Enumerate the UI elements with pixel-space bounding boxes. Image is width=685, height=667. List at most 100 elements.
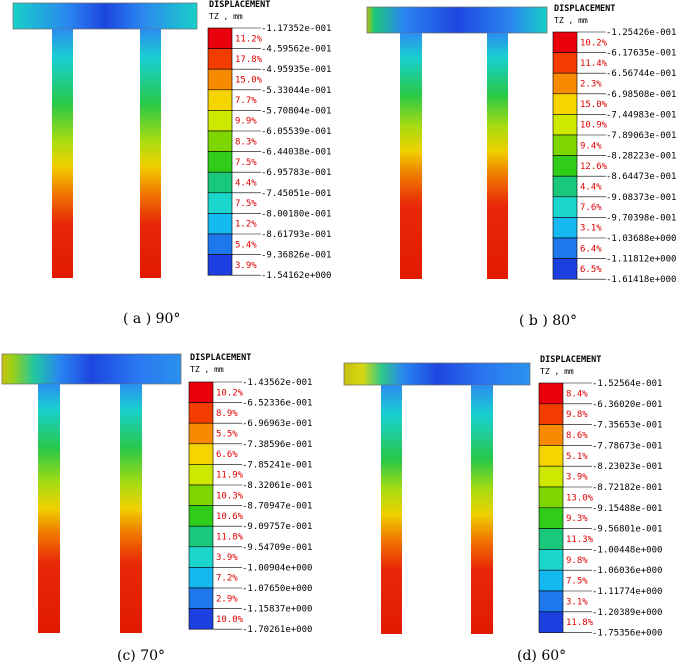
- legend-value: -9.56801e-001: [592, 525, 662, 535]
- legend-percent: 4.4%: [580, 183, 602, 193]
- left-column-a: [52, 29, 73, 278]
- legend-percent: 9.4%: [580, 141, 602, 151]
- legend-value: -1.75356e+000: [592, 629, 662, 639]
- legend-value: -6.52336e-001: [242, 399, 312, 409]
- legend-value: -6.05539e-001: [261, 127, 331, 137]
- caption-a: ( a ) 90°: [123, 311, 181, 327]
- legend-percent: 5.5%: [216, 430, 238, 440]
- legend-swatch: [207, 110, 233, 132]
- legend-percent: 8.6%: [566, 431, 588, 441]
- legend-value: -7.89063e-001: [606, 131, 676, 141]
- legend-value: -1.03688e+000: [606, 234, 676, 244]
- legend-swatch: [207, 254, 233, 276]
- legend-value: -6.95783e-001: [261, 168, 331, 178]
- legend-unit-b: TZ , mm: [554, 16, 588, 25]
- legend-percent: 11.8%: [566, 618, 594, 628]
- legend-b: 10.2% 11.4% 2.3% 15.0% 10.9% 9.4% 12.6% 4.4% 7.6…: [552, 28, 676, 285]
- legend-swatch: [552, 196, 578, 218]
- legend-value: -8.28223e-001: [606, 152, 676, 162]
- legend-swatch: [207, 89, 233, 111]
- legend-title-b: DISPLACEMENT: [554, 4, 616, 14]
- legend-percent: 8.9%: [216, 409, 238, 419]
- legend-value: -6.98508e-001: [606, 90, 676, 100]
- legend-swatch: [552, 258, 578, 280]
- legend-value: -9.09757e-001: [242, 522, 312, 532]
- legend-percent: 10.3%: [216, 491, 244, 501]
- legend-swatch: [538, 590, 564, 613]
- legend-percent: 6.6%: [216, 450, 238, 460]
- legend-value: -8.70947e-001: [242, 502, 312, 512]
- right-column-d: [471, 385, 493, 634]
- left-column-c: [38, 384, 60, 633]
- legend-percent: 15.0%: [580, 100, 608, 110]
- left-column-d: [381, 385, 402, 634]
- legend-percent: 3.1%: [566, 597, 588, 607]
- legend-value: -1.11774e+000: [592, 587, 662, 597]
- legend-percent: 4.4%: [235, 179, 257, 189]
- legend-value: -1.54162e+000: [261, 271, 331, 281]
- structure-figure-b: [366, 6, 548, 279]
- legend-percent: 13.0%: [566, 493, 594, 503]
- legend-value: -1.43562e-001: [242, 378, 312, 388]
- legend-swatch: [188, 402, 214, 424]
- legend-percent: 7.5%: [566, 577, 588, 587]
- legend-value: -5.70804e-001: [261, 106, 331, 116]
- legend-percent: 12.6%: [580, 162, 608, 172]
- legend-percent: 11.4%: [580, 59, 608, 69]
- legend-percent: 3.1%: [580, 224, 602, 234]
- legend-value: -1.61418e+000: [606, 275, 676, 285]
- legend-percent: 8.3%: [235, 137, 257, 147]
- caption-b: ( b ) 80°: [519, 313, 578, 329]
- legend-value: -1.52564e-001: [592, 379, 662, 389]
- legend-percent: 10.6%: [216, 512, 244, 522]
- legend-swatch: [188, 422, 214, 445]
- legend-d: 8.4% 9.8% 8.6% 5.1% 3.9% 13.0% 9.3% 11.3% 9.8% 7.…: [538, 379, 662, 639]
- legend-swatch: [188, 464, 214, 486]
- legend-swatch: [188, 587, 214, 609]
- legend-percent: 10.2%: [580, 38, 608, 48]
- legend-swatch: [552, 93, 578, 115]
- legend-swatch: [552, 31, 578, 53]
- right-column-a: [140, 29, 161, 278]
- right-column-b: [487, 33, 508, 279]
- right-column-c: [120, 384, 142, 633]
- legend-swatch: [188, 505, 214, 527]
- legend-percent: 6.4%: [580, 244, 602, 254]
- legend-swatch: [207, 171, 233, 194]
- legend-percent: 8.4%: [566, 389, 588, 399]
- cap-d: [343, 362, 531, 386]
- legend-value: -1.00904e+000: [242, 563, 312, 573]
- legend-value: -1.20389e+000: [592, 608, 662, 618]
- legend-percent: 2.9%: [216, 594, 238, 604]
- legend-value: -4.95935e-001: [261, 65, 331, 75]
- legend-value: -7.85241e-001: [242, 460, 312, 470]
- legend-value: -8.32061e-001: [242, 481, 312, 491]
- structure-figure-d: [343, 362, 531, 634]
- legend-percent: 3.9%: [566, 473, 588, 483]
- legend-percent: 7.6%: [580, 203, 602, 213]
- legend-value: -8.23023e-001: [592, 462, 662, 472]
- legend-swatch: [552, 217, 578, 239]
- legend-value: -4.59562e-001: [261, 45, 331, 55]
- caption-c: (c) 70°: [117, 648, 166, 664]
- left-column-b: [400, 33, 422, 279]
- legend-swatch: [552, 52, 578, 74]
- legend-value: -8.64473e-001: [606, 172, 676, 182]
- legend-swatch: [552, 134, 578, 156]
- legend-value: -7.38596e-001: [242, 440, 312, 450]
- legend-swatch: [538, 549, 564, 571]
- legend-swatch: [207, 192, 233, 214]
- cap-c: [1, 353, 182, 385]
- legend-percent: 5.4%: [235, 240, 257, 250]
- legend-value: -1.70261e+000: [242, 625, 312, 635]
- legend-swatch: [207, 68, 233, 91]
- legend-swatch: [538, 569, 564, 592]
- legend-swatch: [538, 507, 564, 529]
- legend-value: -9.70398e-001: [606, 213, 676, 223]
- legend-swatch: [538, 611, 564, 633]
- structure-figure-c: [1, 353, 182, 633]
- legend-value: -6.36020e-001: [592, 400, 662, 410]
- legend-value: -7.44983e-001: [606, 110, 676, 120]
- legend-percent: 17.8%: [235, 55, 263, 65]
- legend-percent: 7.5%: [235, 199, 257, 209]
